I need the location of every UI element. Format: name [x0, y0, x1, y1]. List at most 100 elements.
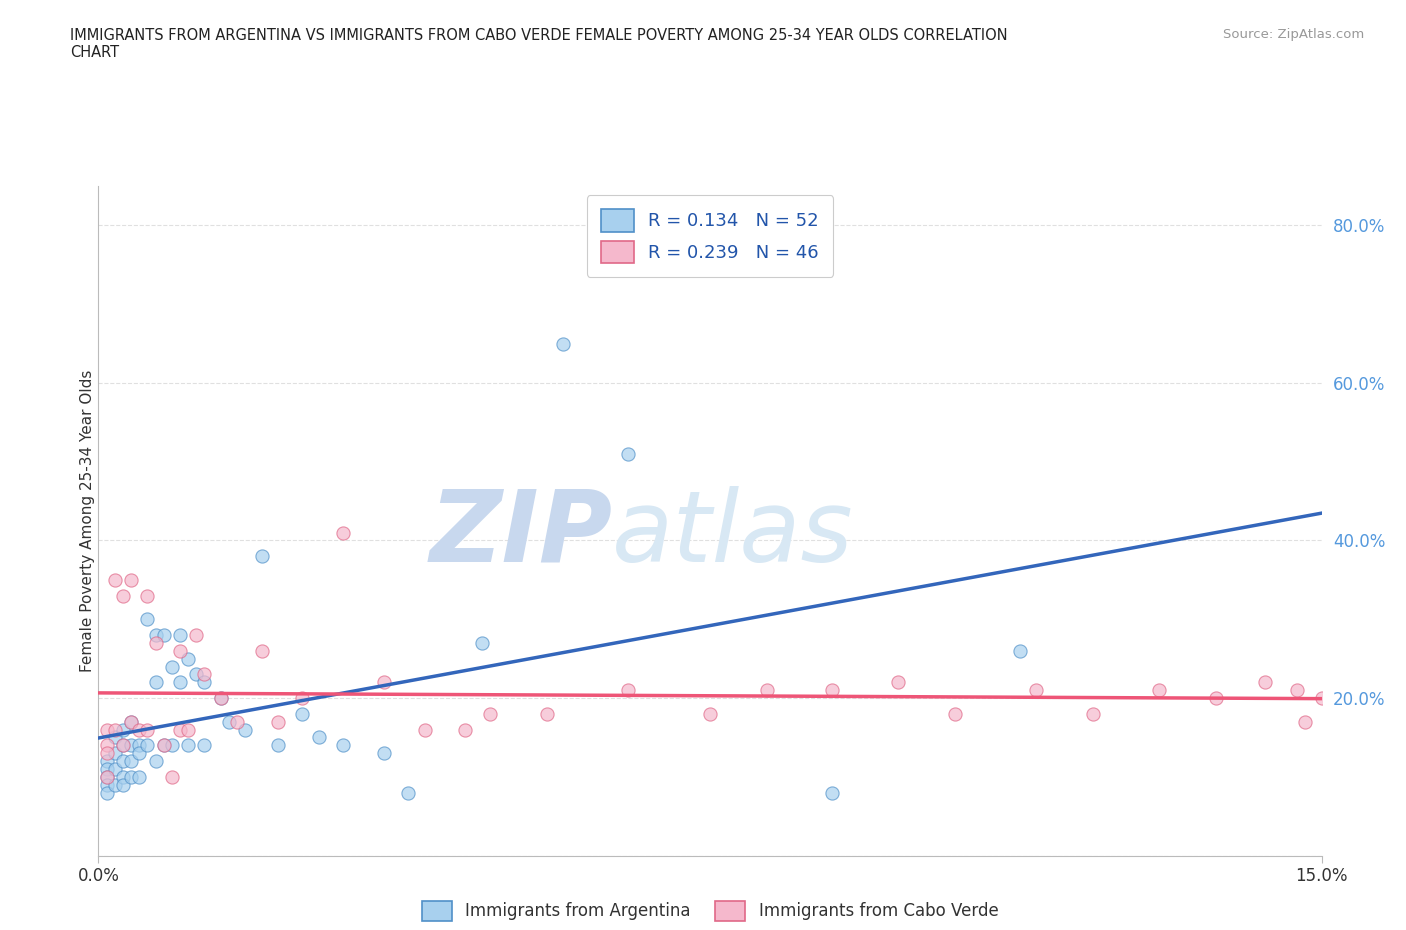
Point	[193, 737, 215, 752]
Point	[617, 446, 640, 461]
Text: IMMIGRANTS FROM ARGENTINA VS IMMIGRANTS FROM CABO VERDE FEMALE POVERTY AMONG 25-: IMMIGRANTS FROM ARGENTINA VS IMMIGRANTS …	[70, 28, 1008, 60]
Point	[136, 722, 159, 737]
Point	[111, 769, 134, 784]
Point	[96, 769, 118, 784]
Point	[373, 746, 395, 761]
Point	[332, 525, 354, 540]
Point	[104, 777, 127, 792]
Point	[96, 722, 118, 737]
Point	[1294, 714, 1316, 729]
Point	[177, 651, 200, 666]
Point	[886, 675, 908, 690]
Point	[209, 691, 232, 706]
Point	[128, 769, 150, 784]
Point	[120, 737, 142, 752]
Point	[96, 785, 118, 800]
Point	[396, 785, 419, 800]
Point	[120, 753, 142, 768]
Point	[111, 588, 134, 603]
Point	[617, 683, 640, 698]
Point	[120, 714, 142, 729]
Point	[160, 659, 183, 674]
Point	[413, 722, 436, 737]
Point	[169, 722, 191, 737]
Point	[104, 722, 127, 737]
Point	[111, 737, 134, 752]
Point	[291, 691, 314, 706]
Point	[169, 675, 191, 690]
Point	[478, 707, 501, 722]
Point	[943, 707, 966, 722]
Point	[1286, 683, 1309, 698]
Point	[145, 753, 167, 768]
Point	[471, 635, 494, 650]
Point	[145, 635, 167, 650]
Point	[267, 737, 290, 752]
Point	[145, 675, 167, 690]
Point	[308, 730, 330, 745]
Point	[250, 549, 273, 564]
Point	[193, 667, 215, 682]
Point	[128, 737, 150, 752]
Point	[96, 777, 118, 792]
Point	[1025, 683, 1047, 698]
Point	[177, 737, 200, 752]
Point	[536, 707, 558, 722]
Point	[332, 737, 354, 752]
Point	[1008, 644, 1031, 658]
Point	[111, 722, 134, 737]
Point	[821, 683, 844, 698]
Point	[1205, 691, 1227, 706]
Point	[186, 667, 208, 682]
Point	[96, 746, 118, 761]
Text: Source: ZipAtlas.com: Source: ZipAtlas.com	[1223, 28, 1364, 41]
Point	[104, 762, 127, 777]
Point	[152, 737, 174, 752]
Point	[120, 573, 142, 588]
Point	[111, 737, 134, 752]
Point	[454, 722, 477, 737]
Point	[111, 777, 134, 792]
Point	[821, 785, 844, 800]
Point	[756, 683, 779, 698]
Point	[1253, 675, 1275, 690]
Point	[250, 644, 273, 658]
Point	[104, 730, 127, 745]
Point	[699, 707, 721, 722]
Point	[104, 746, 127, 761]
Point	[373, 675, 395, 690]
Point	[233, 722, 256, 737]
Point	[111, 753, 134, 768]
Point	[209, 691, 232, 706]
Point	[128, 722, 150, 737]
Point	[145, 628, 167, 643]
Point	[136, 737, 159, 752]
Point	[96, 737, 118, 752]
Point	[136, 612, 159, 627]
Point	[120, 714, 142, 729]
Point	[1310, 691, 1333, 706]
Point	[177, 722, 200, 737]
Point	[226, 714, 249, 729]
Text: atlas: atlas	[612, 485, 853, 583]
Point	[128, 746, 150, 761]
Point	[96, 753, 118, 768]
Point	[104, 573, 127, 588]
Point	[1083, 707, 1105, 722]
Point	[160, 769, 183, 784]
Point	[193, 675, 215, 690]
Point	[267, 714, 290, 729]
Point	[160, 737, 183, 752]
Point	[152, 628, 174, 643]
Point	[169, 628, 191, 643]
Point	[136, 588, 159, 603]
Point	[152, 737, 174, 752]
Point	[291, 707, 314, 722]
Point	[186, 628, 208, 643]
Point	[218, 714, 240, 729]
Point	[96, 769, 118, 784]
Point	[120, 769, 142, 784]
Legend: Immigrants from Argentina, Immigrants from Cabo Verde: Immigrants from Argentina, Immigrants fr…	[415, 894, 1005, 927]
Point	[1147, 683, 1170, 698]
Point	[553, 336, 575, 351]
